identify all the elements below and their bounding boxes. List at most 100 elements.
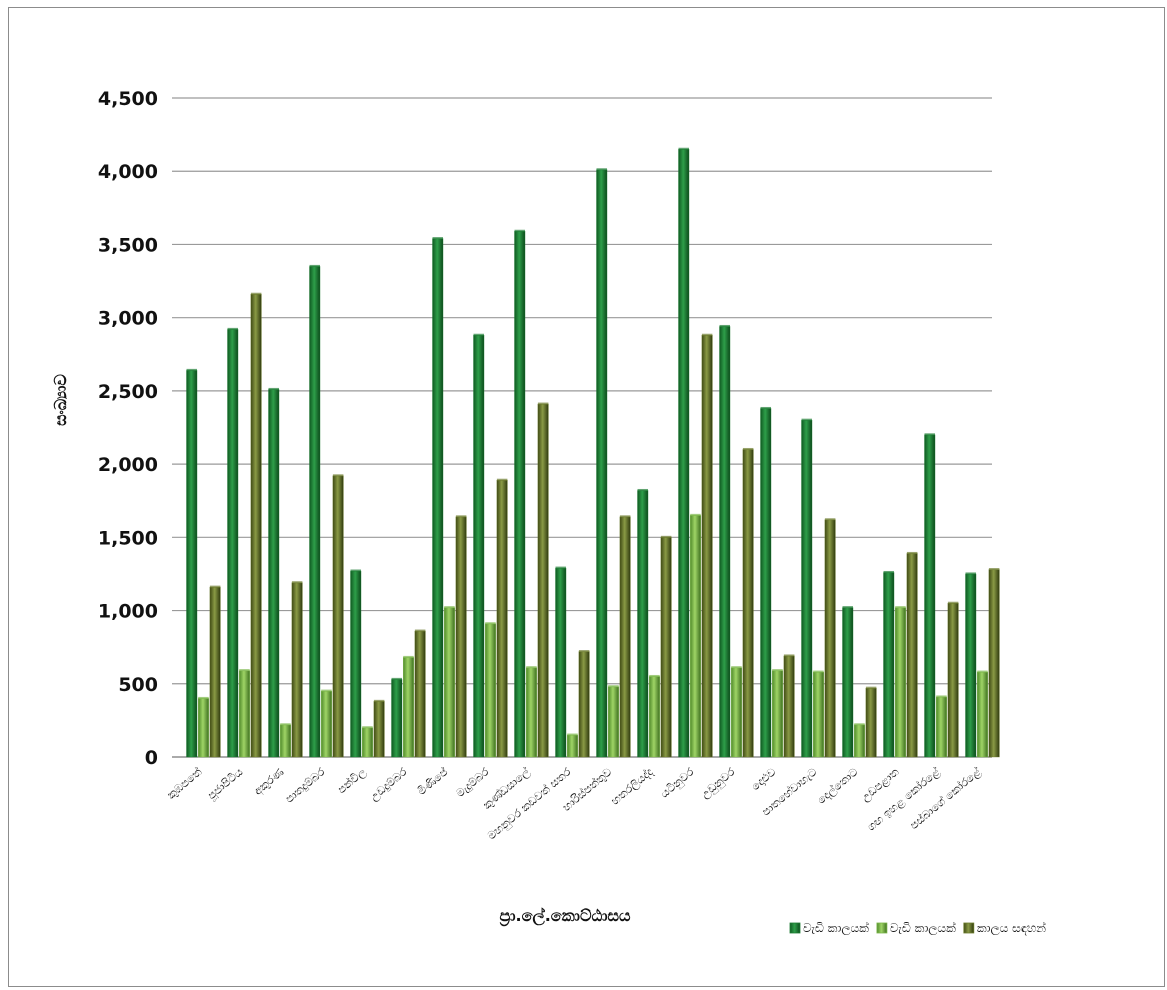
bar: [660, 537, 672, 758]
bar: [608, 686, 619, 758]
bar: [250, 294, 262, 758]
y-tick-label: 1,000: [98, 601, 158, 623]
y-tick-label: 0: [145, 747, 158, 769]
bar: [444, 607, 455, 758]
x-tick-label: පස්බාගේ කෝරළේ: [907, 764, 985, 833]
bar-cap: [608, 685, 619, 688]
bar-cap: [186, 368, 197, 371]
legend-swatch: [963, 922, 975, 934]
bar-cap: [291, 581, 303, 584]
bar: [268, 389, 280, 758]
bar-cap: [731, 666, 742, 669]
y-tick-label: 500: [118, 674, 158, 696]
bar: [537, 403, 549, 758]
bar: [801, 419, 813, 758]
bar-cap: [842, 606, 853, 609]
x-tick-label: උඩුනුවර: [698, 765, 738, 802]
bar: [455, 516, 467, 758]
bar-cap: [321, 689, 332, 692]
y-tick-label: 4,500: [98, 88, 158, 110]
bar-cap: [924, 433, 935, 436]
bar: [760, 408, 772, 758]
bar-cap: [947, 601, 959, 604]
bar: [906, 553, 918, 758]
bar-cap: [619, 515, 631, 518]
x-tick-label: පූජාපිටිය: [205, 765, 246, 803]
bar: [854, 724, 865, 758]
bar-cap: [280, 723, 291, 726]
bar-cap: [801, 418, 812, 421]
x-tick-label: උඩදුම්බර: [367, 765, 410, 804]
bar-cap: [432, 237, 443, 240]
bar: [936, 696, 947, 758]
bar: [619, 516, 631, 758]
bar-cap: [965, 572, 976, 575]
bar: [637, 490, 649, 758]
legend-swatch: [876, 922, 888, 934]
bar-cap: [813, 670, 824, 673]
bar-cap: [936, 695, 947, 698]
legend-swatch: [789, 922, 801, 934]
x-tick-labels: කුඹපතේ පූජාපිටිය අකුරණපාතදුම්බර පන්විල උඩදුම…: [164, 764, 985, 843]
bar: [555, 567, 567, 758]
bar-cap: [988, 568, 1000, 571]
x-tick-label: දොළුව: [749, 765, 779, 793]
y-tick-labels: 0 500 1,000 1,500 2,000 2,500 3,000 3,500 4,000 4…: [98, 88, 158, 769]
x-tick-label: මිණිපේ: [414, 764, 450, 797]
bar: [924, 434, 936, 758]
bar-cap: [391, 677, 402, 680]
bar-cap: [649, 674, 660, 677]
bar: [280, 724, 291, 758]
bar-cap: [444, 606, 455, 609]
y-tick-label: 3,500: [98, 234, 158, 256]
bar-cap: [373, 699, 385, 702]
y-tick-label: 1,500: [98, 527, 158, 549]
bar: [988, 569, 1000, 758]
bar-cap: [742, 447, 754, 450]
bar: [373, 701, 385, 758]
bar: [783, 655, 795, 758]
bar: [391, 679, 403, 758]
bar: [567, 734, 578, 758]
x-tick-label: හතරලියද්ද: [608, 764, 656, 808]
bar: [842, 607, 854, 758]
legend-label: වැඩි කාලයක්: [803, 921, 869, 936]
y-tick-label: 2,000: [98, 454, 158, 476]
bar-cap: [578, 650, 590, 653]
bar: [649, 676, 660, 758]
x-tick-label: මැදුම්බර: [454, 765, 492, 800]
legend-label: වැඩි කාලයක්: [890, 921, 956, 936]
bar: [432, 238, 444, 758]
bar-cap: [660, 535, 672, 538]
bar-cap: [690, 513, 701, 516]
bar-cap: [678, 147, 689, 150]
bar: [362, 727, 373, 758]
bar: [883, 572, 895, 758]
bar-cap: [567, 733, 578, 736]
bar: [813, 671, 824, 758]
bar-cap: [637, 488, 648, 491]
bar: [895, 607, 906, 758]
bar: [473, 335, 485, 758]
bar-cap: [239, 669, 250, 672]
bar: [186, 370, 198, 758]
bar-cap: [250, 292, 262, 295]
bar: [332, 475, 344, 758]
bar: [514, 231, 526, 758]
bar: [719, 326, 731, 758]
bar-cap: [537, 402, 549, 405]
bar-cap: [455, 515, 467, 518]
x-tick-label: පාතදුම්බර: [283, 765, 328, 806]
bar-cap: [227, 327, 238, 330]
bar-cap: [414, 629, 426, 632]
bar: [350, 570, 362, 758]
bar-cap: [268, 387, 279, 390]
bar: [227, 329, 239, 758]
bar-cap: [906, 551, 918, 554]
bar-cap: [555, 566, 566, 569]
legend-label: කාලය සඳහන්: [977, 921, 1046, 936]
bar: [690, 515, 701, 758]
bar-cap: [526, 666, 537, 669]
bar: [403, 657, 414, 758]
